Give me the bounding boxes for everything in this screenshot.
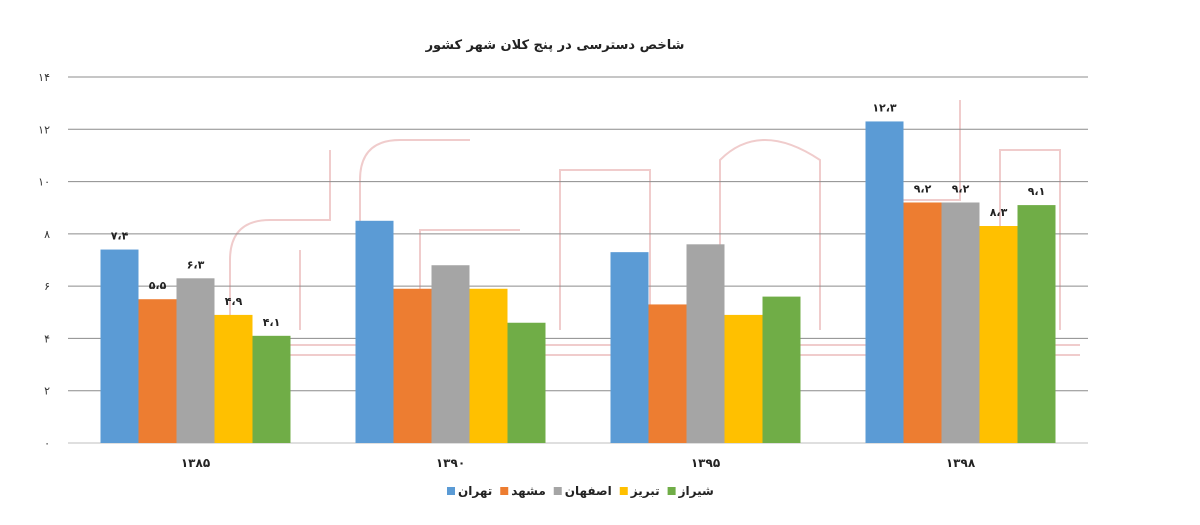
y-tick-label: ۱۴ — [38, 71, 50, 84]
bar — [100, 249, 139, 443]
data-label: ۹،۲ — [914, 182, 932, 195]
bar — [979, 226, 1018, 443]
data-label: ۱۲،۳ — [872, 101, 897, 114]
bar — [610, 252, 649, 443]
bar — [648, 304, 687, 443]
data-label: ۵،۵ — [149, 279, 167, 292]
legend-swatch — [500, 487, 509, 495]
bar — [724, 314, 763, 443]
y-tick-label: ۱۲ — [38, 123, 50, 136]
x-category-label: ۱۳۹۸ — [946, 456, 976, 470]
bar — [252, 335, 291, 443]
bar — [393, 288, 432, 443]
bar — [865, 121, 904, 443]
legend-swatch — [667, 487, 676, 495]
bar — [686, 244, 725, 443]
bar — [941, 202, 980, 443]
y-tick-label: ۸ — [44, 228, 50, 241]
data-label: ۸،۳ — [990, 206, 1008, 219]
data-label: ۴،۱ — [263, 316, 281, 329]
bar — [1017, 205, 1056, 443]
legend-label: مشهد — [511, 484, 546, 498]
bar — [762, 296, 801, 443]
data-labels: ۷،۴ ۵،۵ ۶،۳ ۴،۹ ۴،۱ ۱۲،۳ ۹،۲ ۹،۲ ۸،۳ ۹،۱ — [111, 101, 1046, 328]
legend-label: شیراز — [678, 484, 714, 498]
x-category-label: ۱۳۹۰ — [436, 456, 465, 470]
data-label: ۷،۴ — [111, 230, 129, 243]
legend: تهران مشهد اصفهان تبریز شیراز — [447, 484, 714, 498]
data-label: ۶،۳ — [187, 258, 205, 271]
y-tick-label: ۶ — [44, 280, 50, 293]
y-tick-label: ۰ — [44, 437, 50, 450]
x-axis-categories: ۱۳۸۵ ۱۳۹۰ ۱۳۹۵ ۱۳۹۸ — [181, 456, 976, 470]
x-category-label: ۱۳۹۵ — [691, 456, 720, 470]
legend-label: تهران — [458, 484, 492, 498]
legend-label: اصفهان — [565, 484, 612, 498]
chart-title: شاخص دسترسی در پنج کلان شهر کشور — [425, 38, 685, 53]
bar — [431, 265, 470, 443]
y-axis-ticks: ۰ ۲ ۴ ۶ ۸ ۱۰ ۱۲ ۱۴ — [38, 71, 50, 450]
bar — [355, 220, 394, 443]
bar — [214, 314, 253, 443]
y-tick-label: ۲ — [44, 385, 50, 398]
legend-swatch — [553, 487, 562, 495]
bar-series — [100, 121, 1056, 443]
legend-swatch — [447, 487, 455, 495]
bar — [903, 202, 942, 443]
data-label: ۹،۲ — [952, 182, 970, 195]
bar — [469, 288, 508, 443]
bar — [138, 299, 177, 443]
data-label: ۴،۹ — [225, 295, 243, 308]
legend-swatch — [619, 487, 628, 495]
bar — [176, 278, 215, 443]
bar — [507, 322, 546, 443]
legend-label: تبریز — [630, 484, 660, 498]
y-tick-label: ۱۰ — [38, 176, 50, 189]
data-label: ۹،۱ — [1028, 185, 1046, 198]
y-tick-label: ۴ — [44, 332, 50, 345]
x-category-label: ۱۳۸۵ — [181, 456, 210, 470]
